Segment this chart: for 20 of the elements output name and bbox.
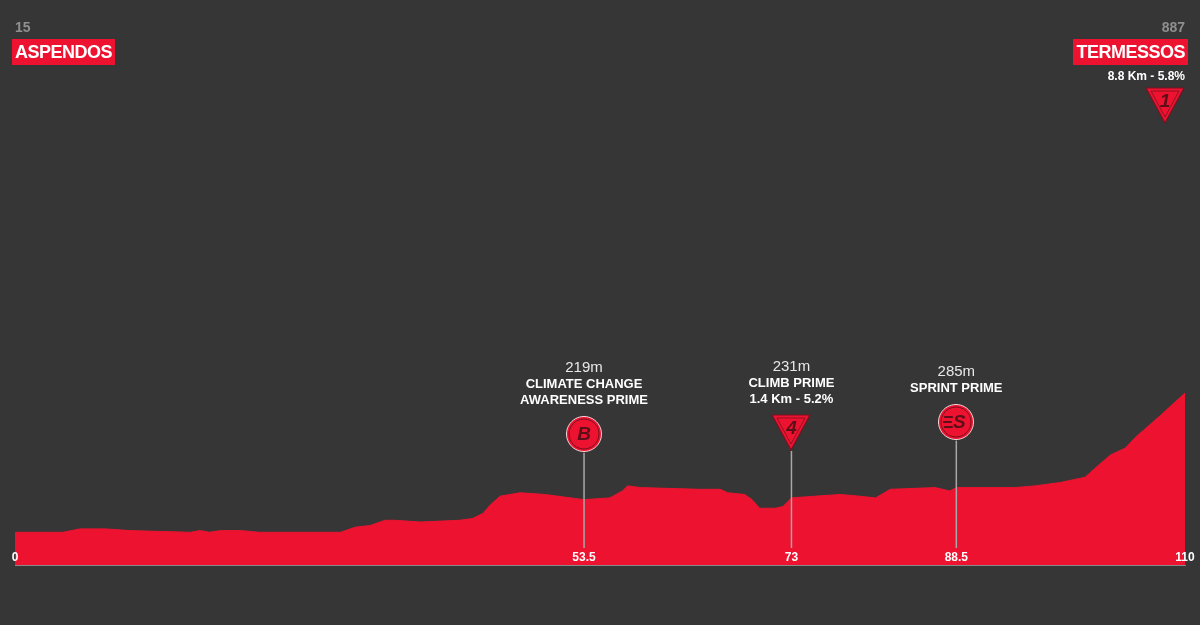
- text: 231m: [772, 356, 811, 375]
- annotation: SPRINT PRIME: [910, 379, 1003, 396]
- x-tick-label: 88.5: [944, 550, 969, 565]
- text: TERMESSOS: [1073, 39, 1188, 65]
- x-tick-label: 53.5: [572, 550, 597, 565]
- text: 15: [14, 18, 32, 36]
- x-tick-label: 73: [784, 550, 799, 565]
- text: ASPENDOS: [12, 39, 116, 65]
- text: 285m: [937, 361, 976, 380]
- annotation: S: [952, 410, 966, 432]
- annotation: CLIMATE CHANGE AWARENESS PRIME: [519, 375, 649, 408]
- annotation: B: [577, 422, 591, 444]
- text: 887: [1160, 18, 1186, 36]
- text: 1: [1159, 90, 1171, 111]
- annotation: 4: [786, 416, 797, 438]
- text: 8.8 Km - 5.8%: [1106, 69, 1186, 84]
- text: CLIMB PRIME: [748, 374, 835, 391]
- annotation: 1.4 Km - 5.2%: [749, 390, 834, 407]
- text: 219m: [565, 357, 603, 376]
- x-tick-label: 0: [11, 550, 19, 565]
